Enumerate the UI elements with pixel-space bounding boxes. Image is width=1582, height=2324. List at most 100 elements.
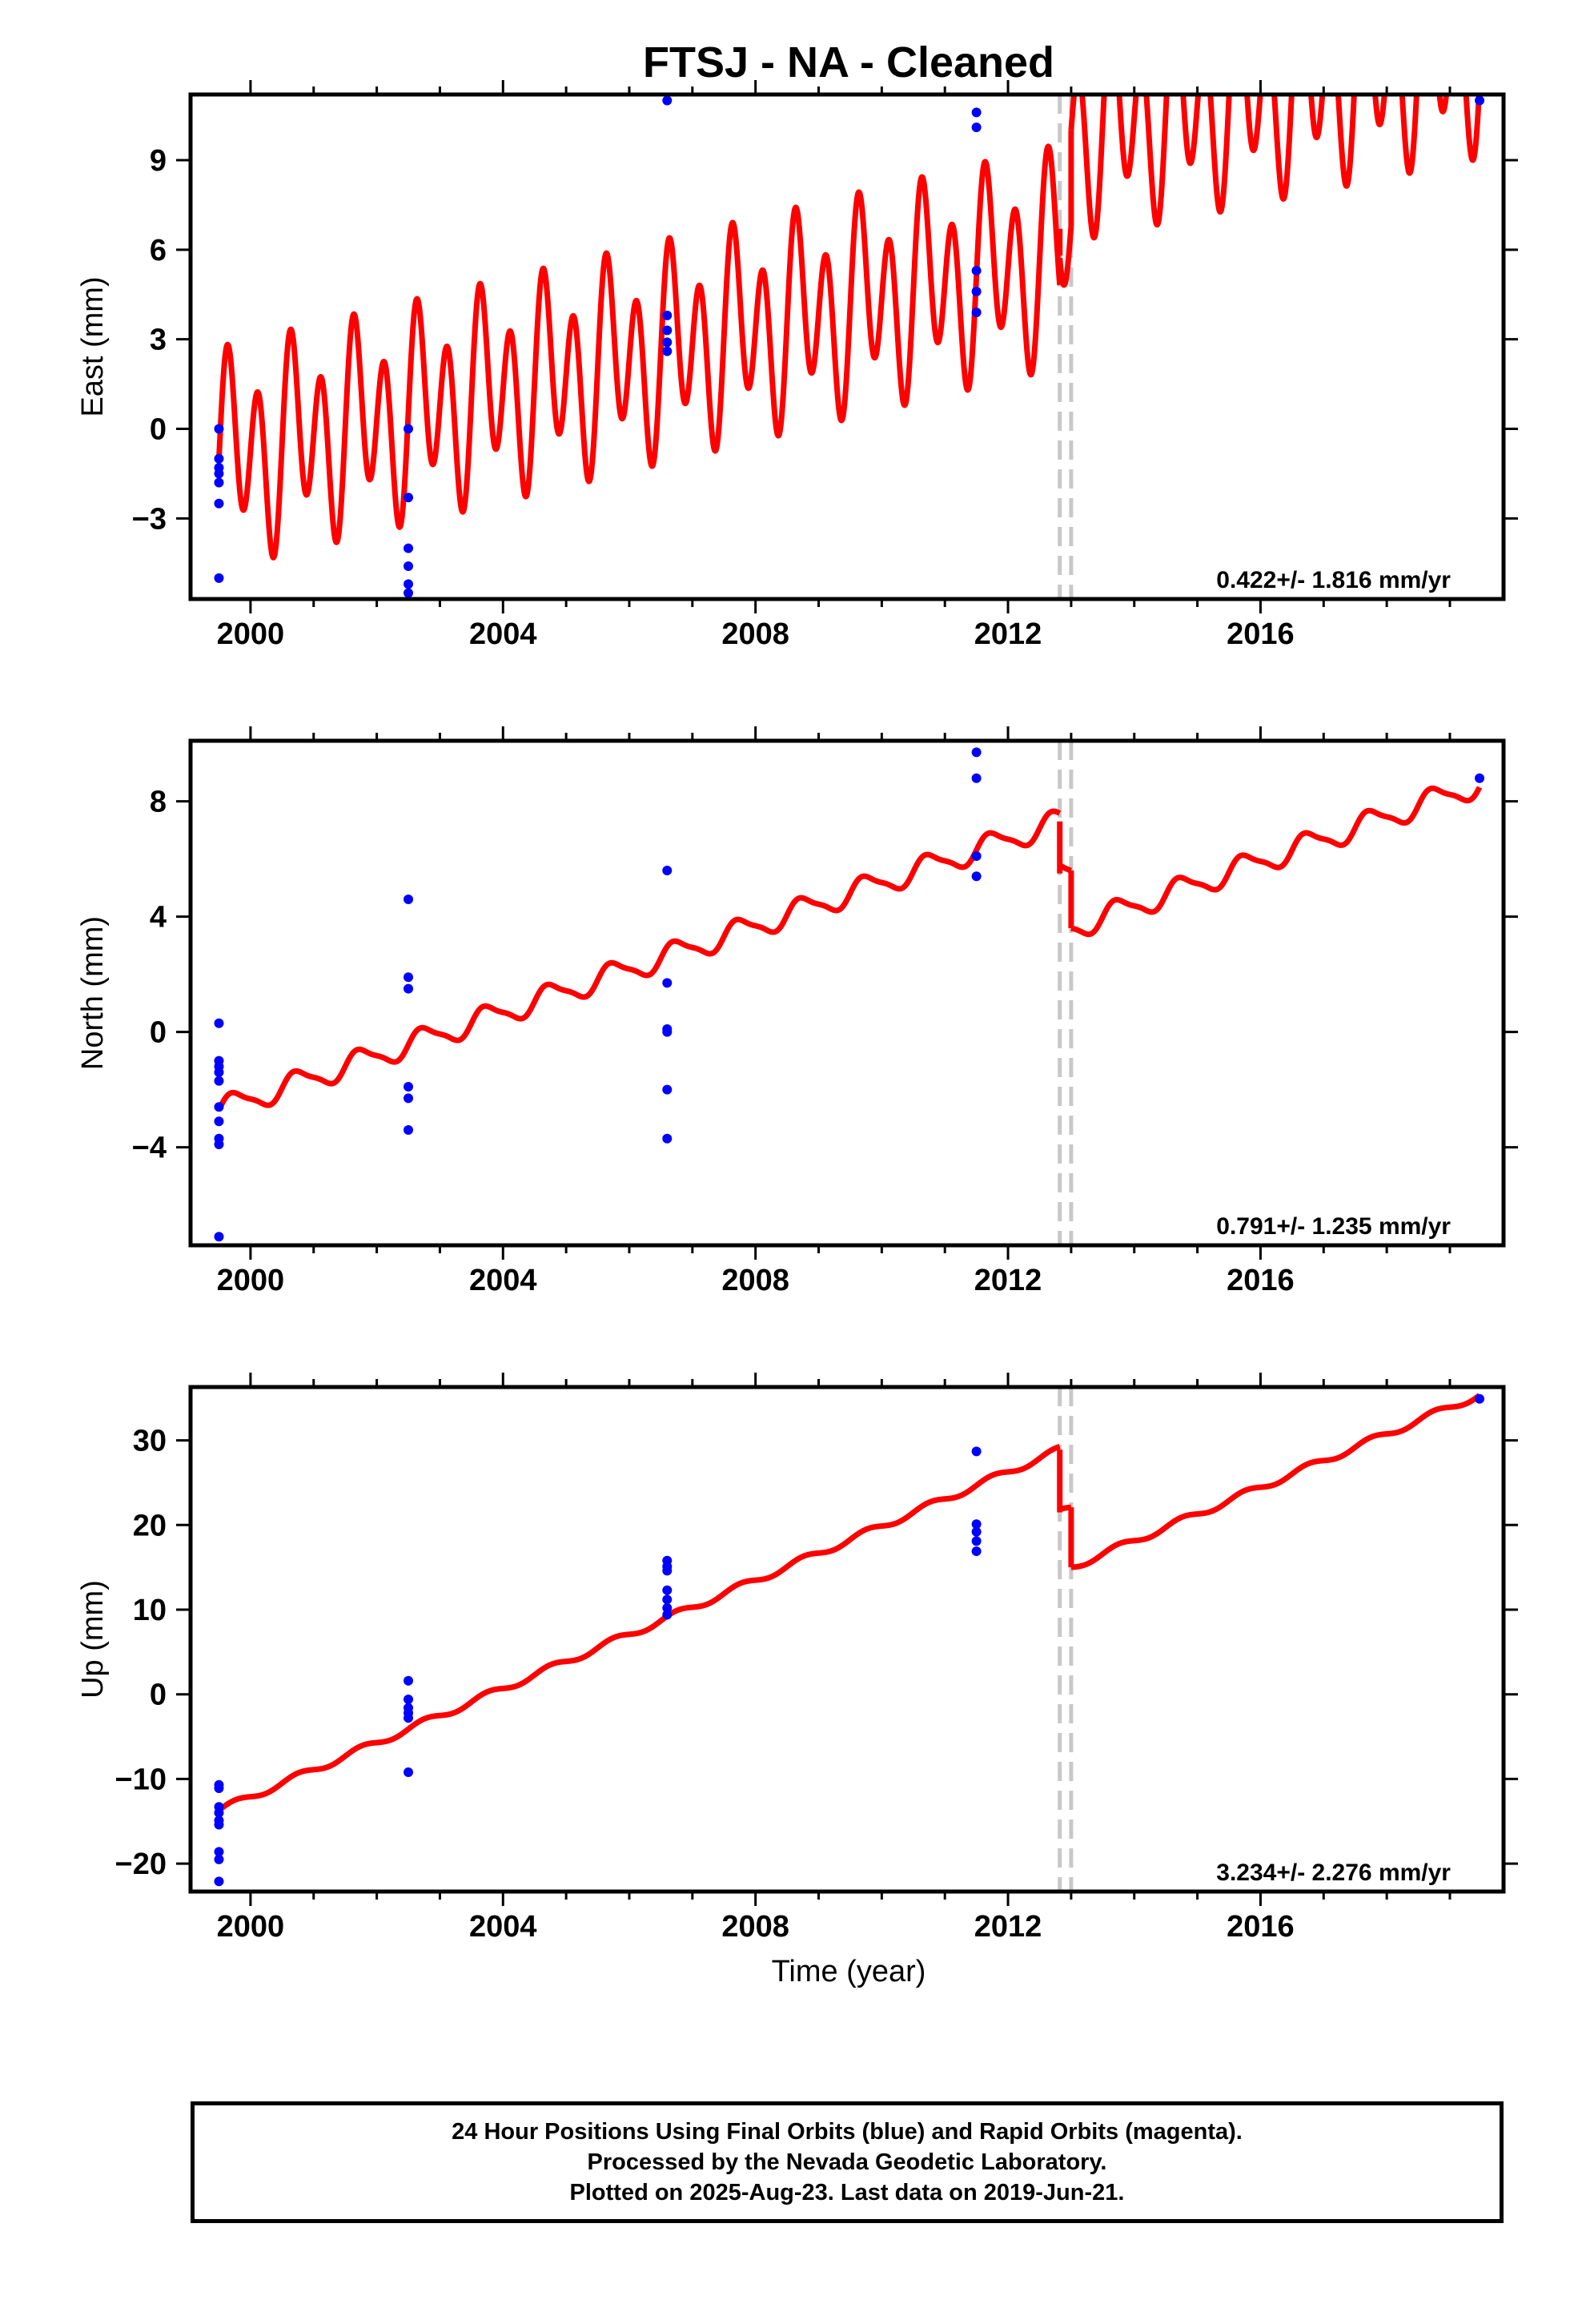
north-model-segment-2 [1068, 785, 1483, 938]
north-data-point [404, 1093, 414, 1104]
east-x-tick-label: 2000 [217, 617, 285, 651]
chart-title: FTSJ - NA - Cleaned [643, 38, 1054, 86]
east-data-point [404, 588, 414, 598]
up-data-point [1475, 1393, 1485, 1404]
caption-line-dates: Plotted on 2025-Aug-23. Last data on 201… [569, 2180, 1125, 2205]
east-data-point [214, 424, 224, 434]
east-data-point [404, 424, 414, 434]
north-data-point [662, 1084, 673, 1095]
up-data-point [971, 1526, 982, 1537]
caption-line-orbits: 24 Hour Positions Using Final Orbits (bl… [452, 2119, 1243, 2145]
east-y-tick-label: 6 [150, 234, 167, 267]
up-data-point [971, 1519, 982, 1530]
east-data-point [214, 468, 224, 479]
north-y-axis-title: North (mm) [76, 916, 110, 1070]
north-data-point [214, 1068, 224, 1077]
north-data-point [214, 1116, 224, 1127]
north-data-point [404, 1082, 414, 1092]
north-data-point [662, 978, 673, 988]
north-y-tick-label: 0 [150, 1016, 167, 1050]
up-data-point [971, 1446, 982, 1457]
east-model-segment-0 [215, 143, 1063, 561]
east-data-point [214, 453, 224, 464]
east-panel: 2000 2004 2008 2012 2016 −3 0 3 6 9 East (mm) 0.422… [76, 80, 1518, 651]
up-data-point [404, 1675, 414, 1686]
caption-line-processor: Processed by the Nevada Geodetic Laborat… [587, 2149, 1107, 2175]
north-x-tick-label: 2012 [974, 1264, 1042, 1297]
east-model-segment-2 [1068, 94, 1482, 241]
north-y-tick-label: 8 [150, 786, 167, 819]
up-y-axis-title: Up (mm) [76, 1580, 110, 1699]
east-x-tick-label: 2016 [1227, 617, 1295, 651]
north-data-point [214, 1232, 224, 1242]
east-data-point [214, 477, 224, 488]
north-x-tick-label: 2016 [1227, 1264, 1295, 1297]
north-data-point [662, 1133, 673, 1144]
east-data-point [971, 107, 982, 118]
east-data-point [404, 493, 414, 503]
east-data-point [404, 543, 414, 553]
east-data-point [404, 561, 414, 571]
east-rate-annotation: 0.422+/- 1.816 mm/yr [1216, 567, 1451, 593]
up-data-point [404, 1713, 414, 1723]
north-plot-frame [188, 738, 1506, 1248]
north-data-point [971, 871, 982, 882]
up-y-tick-label: 10 [133, 1594, 167, 1627]
east-x-tick-label: 2008 [721, 617, 789, 651]
north-data-point [662, 1027, 673, 1037]
up-y-tick-label: −20 [115, 1848, 167, 1881]
east-data-point [1475, 95, 1485, 106]
east-y-tick-label: 0 [150, 413, 167, 447]
up-data-point [971, 1536, 982, 1546]
east-data-point [971, 123, 982, 133]
north-data-point [214, 1018, 224, 1028]
x-axis-title: Time (year) [772, 1955, 926, 1988]
up-data-point [404, 1695, 414, 1705]
up-data-point [214, 1783, 224, 1794]
north-x-tick-label: 2004 [469, 1264, 537, 1297]
north-data-point [214, 1102, 224, 1112]
up-data-point [214, 1854, 224, 1864]
north-data-point [662, 866, 673, 875]
up-data-point [662, 1610, 673, 1620]
up-y-tick-label: −10 [115, 1763, 167, 1796]
up-rate-annotation: 3.234+/- 2.276 mm/yr [1216, 1860, 1451, 1886]
north-data-point [214, 1140, 224, 1149]
north-y-tick-label: −4 [132, 1132, 167, 1165]
north-data-point [214, 1076, 224, 1086]
up-x-tick-label: 2008 [721, 1910, 789, 1944]
north-x-tick-label: 2000 [217, 1264, 285, 1297]
east-data-point [662, 310, 673, 320]
north-x-tick-label: 2008 [721, 1264, 789, 1297]
east-data-point [662, 337, 673, 348]
north-model-segment-0 [216, 808, 1062, 1112]
north-data-point [971, 773, 982, 783]
up-y-tick-label: 20 [133, 1509, 167, 1542]
north-y-tick-label: 4 [150, 901, 167, 935]
north-panel: 2000 2004 2008 2012 2016 −4 0 4 8 North (mm) 0.791… [76, 726, 1518, 1297]
east-y-tick-label: −3 [132, 502, 167, 536]
east-data-point [404, 579, 414, 589]
up-data-point [662, 1594, 673, 1605]
up-data-point [662, 1585, 673, 1595]
caption-box: 24 Hour Positions Using Final Orbits (bl… [191, 2101, 1504, 2223]
up-x-tick-label: 2004 [469, 1910, 537, 1944]
up-data-point [662, 1566, 673, 1576]
north-data-point [971, 851, 982, 861]
east-data-point [971, 265, 982, 275]
up-plot-frame [188, 1385, 1506, 1894]
up-data-point [662, 1602, 673, 1613]
north-data-point [1475, 773, 1485, 783]
up-data-point [214, 1847, 224, 1857]
east-y-tick-label: 3 [150, 324, 167, 357]
east-data-point [971, 308, 982, 318]
east-x-tick-label: 2012 [974, 617, 1042, 651]
up-data-point [971, 1546, 982, 1557]
east-data-point [214, 573, 224, 583]
up-y-tick-label: 0 [150, 1679, 167, 1712]
east-data-point [662, 346, 673, 356]
east-data-point [971, 287, 982, 297]
up-data-point [214, 1876, 224, 1887]
up-data-point [214, 1807, 224, 1818]
